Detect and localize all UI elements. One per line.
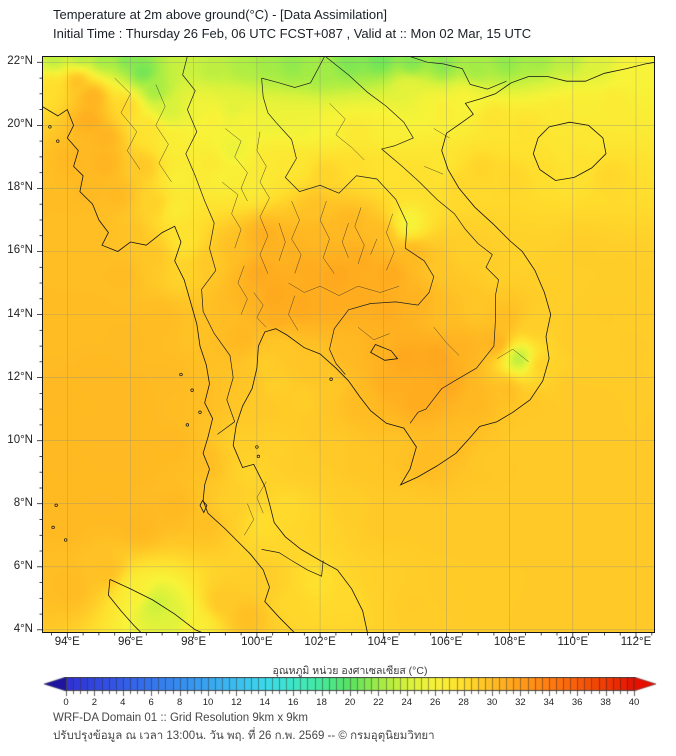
colorbar-tick-label: 6 [148,697,154,708]
x-axis-label: 104°E [367,636,399,648]
coastlines [42,61,655,633]
colorbar: อุณหภูมิ หน่วย องศาเซลเซียส (°C) 0 2 4 6 8 10… [42,665,658,711]
colorbar-tick-label: 36 [571,697,583,708]
title-block: Temperature at 2m above ground(°C) - [Da… [53,5,531,43]
x-axis-label: 98°E [181,636,207,648]
colorbar-tick-label: 24 [401,697,413,708]
y-axis-label: 6°N [13,559,33,572]
colorbar-tick-label: 32 [515,697,526,708]
x-axis-label: 96°E [117,636,143,648]
colorbar-title: อุณหภูมิ หน่วย องศาเซลเซียส (°C) [272,665,428,677]
footer-update-info: ปรับปรุงข้อมูล ณ เวลา 13:00น. วัน พฤ. ที… [53,729,435,742]
colorbar-tick-label: 8 [176,697,183,708]
y-axis-label: 16°N [7,244,33,257]
colorbar-tick-label: 28 [458,697,469,708]
colorbar-canvas [42,677,658,697]
province-borders [114,77,529,536]
map-area [42,56,655,633]
map-overlay [42,56,655,633]
y-axis-label: 12°N [7,370,33,383]
x-axis-label: 112°E [620,636,652,648]
colorbar-tick-label: 14 [259,697,271,708]
colorbar-tick-label: 10 [202,697,214,708]
y-axis-label: 20°N [7,118,33,131]
y-axis-label: 22°N [7,55,33,68]
x-axis-label: 100°E [241,636,273,648]
map-border [42,56,655,633]
colorbar-tick-label: 0 [63,697,69,708]
x-axis-label: 106°E [430,636,463,648]
x-axis-label: 108°E [493,636,526,648]
map-title: Temperature at 2m above ground(°C) - [Da… [53,7,387,22]
y-axis-label: 4°N [13,622,33,635]
footer-domain-info: WRF-DA Domain 01 :: Grid Resolution 9km … [53,712,308,724]
colorbar-tick-label: 38 [600,697,611,708]
y-axis-label: 18°N [7,181,33,194]
grid-lines [42,56,655,633]
x-axis-label: 102°E [304,636,336,648]
colorbar-tick-label: 22 [373,697,384,708]
y-axis-ticks [37,61,42,631]
colorbar-tick-label: 26 [429,697,441,708]
footer-block: WRF-DA Domain 01 :: Grid Resolution 9km … [53,710,435,745]
temperature-field-canvas [42,56,655,633]
colorbar-tick-label: 4 [120,697,126,708]
x-axis-label: 110°E [557,636,589,648]
country-borders [182,56,507,577]
x-axis-label: 94°E [54,636,80,648]
y-axis-label: 8°N [13,496,33,509]
colorbar-tick-label: 30 [486,697,498,708]
colorbar-tick-label: 18 [316,697,327,708]
y-axis-label: 10°N [7,433,33,446]
colorbar-tick-label: 20 [344,697,356,708]
x-axis-ticks [51,633,653,638]
y-axis-label: 14°N [7,307,33,320]
colorbar-tick-label: 34 [543,697,555,708]
colorbar-tick-label: 16 [287,697,299,708]
colorbar-tick-label: 12 [231,697,242,708]
map-subtitle: Initial Time : Thursday 26 Feb, 06 UTC F… [53,26,532,41]
colorbar-tick-label: 2 [91,697,98,708]
colorbar-tick-label: 40 [628,697,640,708]
